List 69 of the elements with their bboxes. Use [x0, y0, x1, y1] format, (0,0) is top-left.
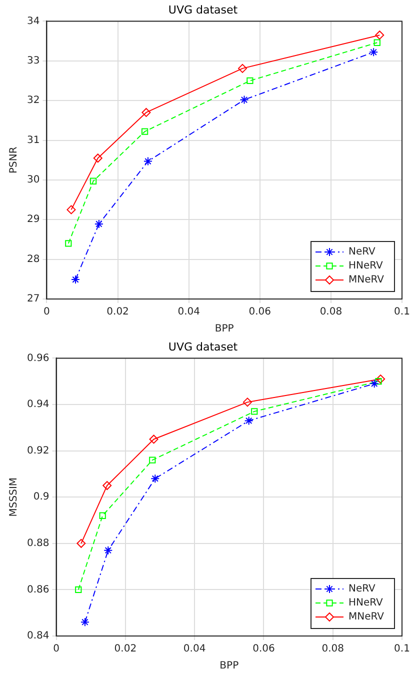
legend-label: HNeRV	[348, 598, 384, 609]
point	[244, 416, 254, 426]
point	[143, 156, 152, 166]
y-axis-title: PSNR	[8, 146, 20, 174]
y-tick-label: 0.96	[27, 352, 50, 364]
y-tick-label: 0.94	[27, 399, 50, 410]
point	[80, 618, 90, 627]
x-tick-label: 0.04	[178, 306, 200, 318]
y-tick-label: 0.9	[33, 492, 50, 503]
point	[93, 154, 102, 163]
point	[375, 378, 382, 385]
point	[99, 512, 106, 519]
y-tick-label: 0.92	[27, 445, 50, 456]
point	[240, 95, 249, 104]
y-tick-label: 29	[26, 214, 40, 226]
y-tick-label: 28	[26, 254, 40, 265]
point	[246, 77, 254, 84]
point	[149, 434, 158, 444]
legend-label: NeRV	[348, 246, 376, 258]
y-axis-title: MSSSIM	[8, 477, 20, 517]
point	[104, 546, 113, 555]
point	[71, 275, 80, 284]
point	[141, 128, 148, 135]
x-tick-label: 0.04	[183, 644, 206, 655]
point	[238, 64, 247, 73]
point	[94, 219, 104, 228]
y-tick-label: 0.86	[27, 584, 50, 596]
point	[375, 30, 384, 40]
y-tick-label: 33	[26, 55, 40, 66]
point	[251, 408, 258, 415]
x-axis-title: BPP	[220, 660, 239, 672]
x-tick-label: 0.08	[322, 644, 344, 655]
point	[142, 108, 151, 117]
point	[65, 240, 72, 247]
point	[150, 474, 160, 484]
legend-label: MNeRV	[348, 612, 384, 623]
chart-title: UVG dataset	[168, 3, 238, 16]
legend-label: HNeRV	[348, 260, 384, 272]
point	[374, 39, 380, 46]
x-tick-label: 0	[53, 644, 60, 655]
y-tick-label: 27	[26, 294, 40, 305]
point	[102, 481, 112, 490]
point	[75, 586, 82, 594]
x-tick-label: 0.06	[252, 644, 275, 655]
x-tick-label: 0.02	[114, 644, 137, 655]
point	[76, 538, 86, 548]
x-axis-title: BPP	[214, 324, 234, 335]
x-tick-label: 0.02	[106, 306, 129, 318]
y-tick-label: 32	[26, 95, 40, 106]
x-tick-label: 0	[44, 306, 50, 318]
y-tick-label: 30	[26, 174, 40, 186]
point	[369, 48, 378, 57]
y-tick-label: 0.84	[27, 630, 50, 642]
x-tick-label: 0.1	[394, 644, 410, 655]
point	[376, 374, 386, 384]
y-tick-label: 31	[26, 134, 40, 146]
legend-label: NeRV	[348, 584, 376, 595]
legend-label: MNeRV	[348, 274, 384, 286]
point	[66, 205, 76, 214]
x-tick-label: 0.06	[248, 306, 272, 318]
point	[242, 398, 252, 407]
point	[149, 456, 156, 464]
x-tick-label: 0.08	[320, 306, 342, 318]
x-tick-label: 0.1	[394, 306, 410, 318]
y-tick-label: 34	[26, 16, 40, 27]
point	[370, 379, 379, 388]
y-tick-label: 0.88	[27, 538, 50, 549]
chart-title: UVG dataset	[168, 340, 238, 354]
point	[90, 178, 97, 184]
